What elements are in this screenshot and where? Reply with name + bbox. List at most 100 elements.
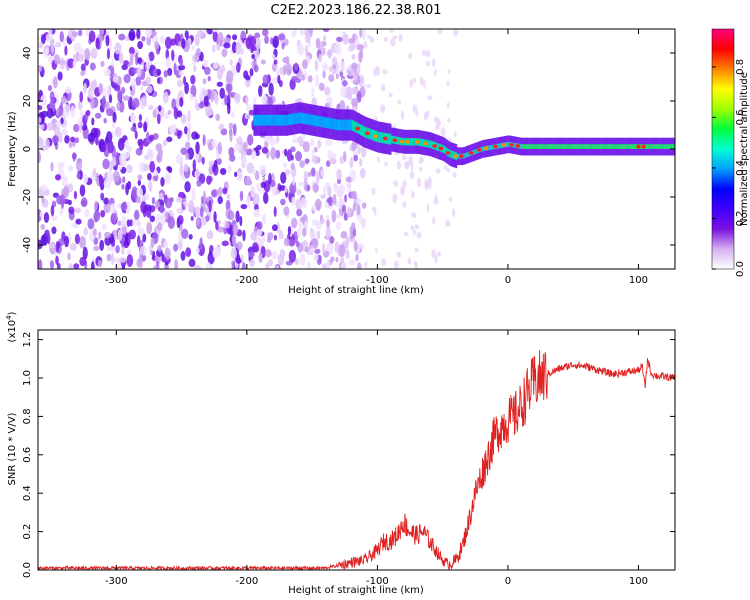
spectrogram-noise-cell [382, 69, 388, 75]
spectrogram-noise-cell [87, 89, 94, 99]
spectrogram-signal-core [452, 151, 455, 159]
spectrogram-noise-cell [336, 36, 343, 43]
spectrogram-noise-cell [298, 181, 304, 187]
spectrogram-noise-cell [181, 38, 186, 49]
spectrogram-signal-core [450, 150, 453, 159]
spectrogram-noise-cell [263, 135, 271, 143]
spectrogram-signal-core [305, 113, 307, 125]
spectrogram-noise-cell [245, 148, 253, 156]
spectrogram-noise-cell [147, 172, 152, 181]
spectrogram-noise-cell [410, 163, 414, 172]
spectrogram-noise-cell [49, 100, 56, 111]
spectrogram-signal-core [319, 116, 321, 127]
spectrogram-noise-cell [197, 29, 205, 37]
spectrogram-signal-core [259, 114, 262, 126]
spectrogram-noise-cell [394, 260, 399, 269]
spectrogram-noise-cell [51, 215, 58, 221]
spectrogram-peak [392, 138, 398, 143]
spectrogram-noise-cell [233, 92, 241, 103]
spectrogram-noise-cell [428, 176, 432, 186]
spectrogram-noise-cell [193, 64, 197, 73]
spectrogram-noise-cell [318, 53, 323, 63]
spectrogram-noise-cell [144, 154, 149, 160]
spectrogram-noise-cell [228, 146, 235, 157]
spectrogram-signal-core [428, 140, 431, 148]
spectrogram-noise-cell [178, 64, 186, 71]
spectrogram-noise-cell [126, 254, 134, 267]
spectrogram-signal-core [275, 114, 278, 126]
spectrogram-signal-core [303, 113, 306, 125]
spectrogram-noise-cell [100, 144, 107, 153]
spectrogram-noise-cell [389, 29, 395, 33]
spectrogram-noise-cell [68, 263, 73, 269]
spectrogram-signal-core [323, 116, 326, 128]
snr-x-ticks: -300 -200 -100 0 100 [105, 330, 648, 587]
spectrogram-noise-cell [412, 77, 416, 84]
spectrogram-noise-cell [340, 256, 345, 265]
spectrogram-noise-cell [402, 180, 407, 189]
snr-x-tick-label: 100 [629, 576, 648, 587]
spectrogram-noise-cell [149, 215, 156, 223]
spectrogram-noise-cell [80, 70, 85, 77]
spectrogram-signal-core [668, 144, 671, 149]
spectrogram-peak [372, 134, 378, 139]
spectrogram-noise-cell [315, 74, 319, 87]
spectrogram-noise-cell [294, 62, 299, 71]
spectrogram-signal-core [355, 121, 357, 133]
spectrogram-noise-cell [167, 166, 173, 174]
spectrogram-noise-cell [179, 163, 184, 177]
spectrogram-noise-cell [169, 124, 177, 135]
spectrogram-noise-cell [38, 116, 42, 124]
spectrogram-noise-cell [342, 33, 349, 45]
spectrogram-noise-cell [373, 207, 377, 216]
spectrogram-noise-cell [250, 45, 258, 52]
spectrogram-signal-core [546, 144, 549, 149]
spectrogram-noise-cell [126, 164, 133, 174]
spectrogram-signal-core [286, 114, 289, 126]
spectrogram-noise-cell [39, 211, 44, 219]
spectrogram-noise-cell [104, 231, 111, 239]
spectrogram-signal-core [306, 113, 309, 125]
snr-panel: -300 -200 -100 0 100 0.0 0.2 0.4 0.6 0.8 1.0 1.2 H… [5, 311, 676, 596]
colorbar-ticks: 0.0 0.2 0.4 0.6 0.8 [712, 59, 746, 277]
spectrogram-signal-core [449, 150, 451, 158]
spectrogram-noise-cell [131, 186, 138, 199]
spectrogram-signal-core [489, 145, 492, 150]
spectrogram-peak [501, 143, 507, 147]
spectrogram-x-tick-label: -200 [236, 275, 259, 286]
spectrogram-noise-cell [50, 204, 55, 217]
spectrogram-noise-cell [106, 170, 114, 183]
spectrogram-noise-cell [358, 51, 363, 64]
spectrogram-signal-core [654, 144, 657, 149]
spectrogram-peak [364, 131, 370, 136]
spectrogram-noise-cell [120, 216, 127, 228]
spectrogram-noise-cell [335, 72, 339, 80]
spectrogram-signal-core [269, 114, 271, 126]
snr-data-point [507, 420, 508, 421]
spectrogram-noise-cell [271, 77, 279, 84]
spectrogram-noise-cell [297, 228, 302, 239]
spectrogram-noise-cell [69, 242, 77, 252]
spectrogram-noise-cell [447, 117, 451, 123]
snr-data-point [644, 387, 645, 388]
spectrogram-noise-cell [103, 117, 107, 124]
spectrogram-noise-cell [111, 157, 116, 168]
spectrogram-noise-cell [217, 186, 223, 197]
spectrogram-noise-cell [260, 181, 267, 189]
spectrogram-signal-core [602, 144, 605, 149]
spectrogram-signal-core [574, 144, 577, 149]
spectrogram-noise-cell [359, 157, 363, 167]
spectrogram-noise-cell [205, 206, 210, 216]
spectrogram-noise-cell [194, 206, 201, 217]
spectrogram-noise-cell [55, 94, 59, 106]
colorbar-tick-label: 0.0 [735, 261, 746, 277]
spectrogram-noise-cell [232, 123, 237, 136]
spectrogram-noise-cell [111, 246, 116, 253]
spectrogram-noise-cell [283, 237, 290, 247]
spectrogram-signal-core [671, 144, 674, 149]
spectrogram-signal-core [331, 118, 334, 130]
spectrogram-noise-cell [347, 183, 351, 194]
spectrogram-noise-cell [402, 201, 407, 208]
spectrogram-noise-cell [316, 230, 321, 240]
spectrogram-noise-cell [334, 241, 340, 254]
